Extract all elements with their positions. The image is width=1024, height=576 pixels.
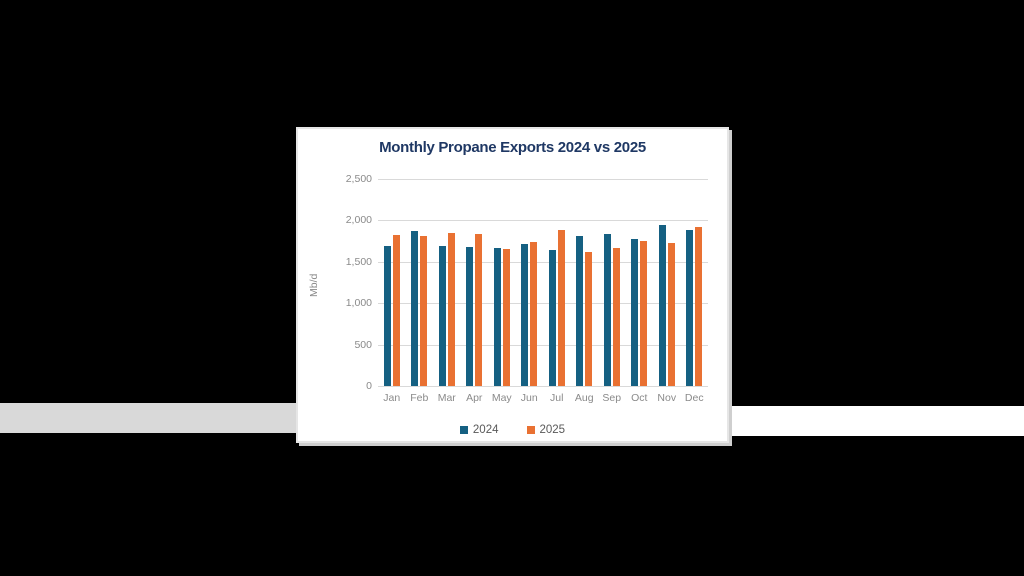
bar-2025 — [667, 242, 675, 386]
legend-swatch-2024 — [459, 426, 468, 434]
bar-2025 — [475, 233, 483, 386]
x-axis-label: Sep — [602, 392, 622, 404]
bar-2024 — [686, 230, 694, 386]
gridline — [378, 303, 708, 305]
bar-2025 — [530, 241, 538, 386]
bar-2025 — [420, 236, 428, 386]
y-axis-tick-label: 0 — [366, 380, 372, 392]
bar-2025 — [392, 235, 400, 386]
bar-2025 — [640, 241, 648, 386]
x-axis-label: Nov — [657, 392, 677, 404]
bar-2024 — [383, 246, 391, 386]
x-axis-label: May — [491, 392, 512, 404]
legend-item-2024: 2024 — [459, 424, 499, 436]
bar-2024 — [466, 246, 474, 386]
bar-2024 — [548, 250, 556, 386]
x-axis-label: Oct — [631, 392, 648, 404]
bar-2025 — [557, 230, 565, 386]
left-gray-strip — [0, 403, 297, 433]
bar-2025 — [447, 232, 455, 386]
right-white-strip — [729, 406, 1024, 436]
bar-2024 — [411, 231, 419, 386]
bar-2024 — [658, 224, 666, 386]
bar-2025 — [695, 227, 703, 386]
x-axis-label: Jul — [550, 392, 564, 404]
bar-2024 — [521, 243, 529, 386]
y-axis-tick-label: 2,500 — [345, 173, 372, 185]
legend-label-2024: 2024 — [472, 424, 499, 436]
plot-area: 0 500 1,000 1,500 2,000 2,500 Jan Feb Mar Apr May J… — [298, 129, 727, 441]
chart-panel[interactable]: Monthly Propane Exports 2024 vs 2025 Mb/… — [296, 127, 729, 443]
gridline — [378, 261, 708, 263]
bar-2024 — [493, 247, 501, 386]
chart-title: Monthly Propane Exports 2024 vs 2025 — [379, 139, 646, 156]
x-axis-label: Jan — [383, 392, 401, 404]
y-axis-tick-label: 500 — [354, 338, 372, 351]
bar-2025 — [502, 248, 510, 386]
gridline — [378, 179, 708, 180]
gridline — [378, 344, 708, 346]
bar-2024 — [603, 234, 611, 386]
x-axis-label: Dec — [684, 392, 704, 404]
bar-2025 — [612, 247, 620, 386]
bar-2024 — [631, 239, 639, 386]
x-axis-label: Jun — [520, 392, 538, 404]
x-axis-label: Aug — [574, 392, 594, 404]
bar-2025 — [585, 251, 593, 386]
x-axis-label: Feb — [410, 392, 429, 404]
y-axis-tick-label: 1,500 — [345, 255, 372, 268]
x-axis-label: Mar — [437, 392, 456, 404]
legend-swatch-2025 — [526, 426, 535, 434]
bar-2024 — [576, 236, 584, 386]
y-axis-tick-label: 2,000 — [345, 214, 372, 227]
y-axis-tick-label: 1,000 — [345, 297, 372, 310]
gridline — [378, 220, 708, 222]
legend: 2024 2025 — [298, 424, 727, 436]
legend-label-2025: 2025 — [539, 424, 566, 436]
gridline — [378, 386, 708, 387]
x-axis-label: Apr — [466, 392, 483, 404]
bar-2024 — [438, 246, 446, 386]
legend-item-2025: 2025 — [526, 424, 566, 436]
